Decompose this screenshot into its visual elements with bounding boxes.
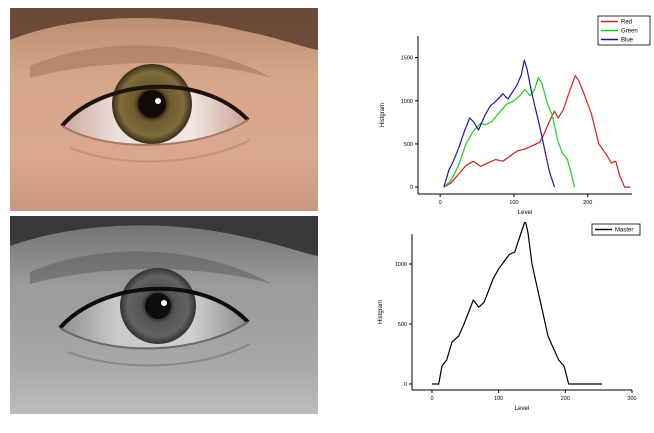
y-tick-label: 1000 — [395, 262, 407, 268]
series-line-master — [432, 220, 602, 385]
eye-grayscale-photo — [10, 216, 318, 414]
master-histogram-svg: 0 500 1000 0 100 200 300 Level Histgram Master — [378, 220, 641, 412]
y-tick-label: 1500 — [401, 56, 413, 62]
series-line-green — [443, 76, 575, 188]
x-tick-label: 300 — [627, 396, 636, 402]
y-tick-label: 0 — [404, 382, 407, 388]
y-tick-label: 500 — [404, 142, 413, 148]
x-tick-label: 0 — [430, 396, 433, 402]
y-axis-label: Histgram — [378, 300, 384, 324]
x-axis-label: Level — [515, 406, 529, 412]
x-tick-label: 200 — [561, 396, 570, 402]
x-tick-label: 0 — [439, 200, 442, 206]
x-tick-label: 100 — [494, 396, 503, 402]
legend-label-master: Master — [615, 228, 633, 234]
legend-label-green: Green — [621, 29, 638, 35]
legend-label-blue: Blue — [621, 38, 634, 44]
series-line-blue — [443, 59, 556, 188]
rgb-histogram-svg: 0 500 1000 1500 0 100 200 Level Histgram Red Green… — [380, 15, 651, 216]
eye-grayscale-icon — [10, 216, 318, 414]
x-tick-label: 100 — [509, 200, 518, 206]
x-axis-label: Level — [518, 210, 532, 216]
master-histogram-chart: 0 500 1000 0 100 200 300 Level Histgram Master — [370, 220, 654, 428]
series-line-red — [443, 75, 631, 188]
eye-color-icon — [10, 8, 318, 211]
y-tick-label: 0 — [410, 185, 413, 191]
y-tick-label: 500 — [398, 322, 407, 328]
x-tick-label: 200 — [583, 200, 592, 206]
y-axis-label: Histgram — [380, 103, 386, 127]
eye-color-photo — [10, 8, 318, 211]
legend-label-red: Red — [621, 20, 632, 26]
y-tick-label: 1000 — [401, 99, 413, 105]
rgb-histogram-chart: 0 500 1000 1500 0 100 200 Level Histgram Red Green… — [370, 14, 654, 230]
legend-box — [591, 223, 641, 236]
